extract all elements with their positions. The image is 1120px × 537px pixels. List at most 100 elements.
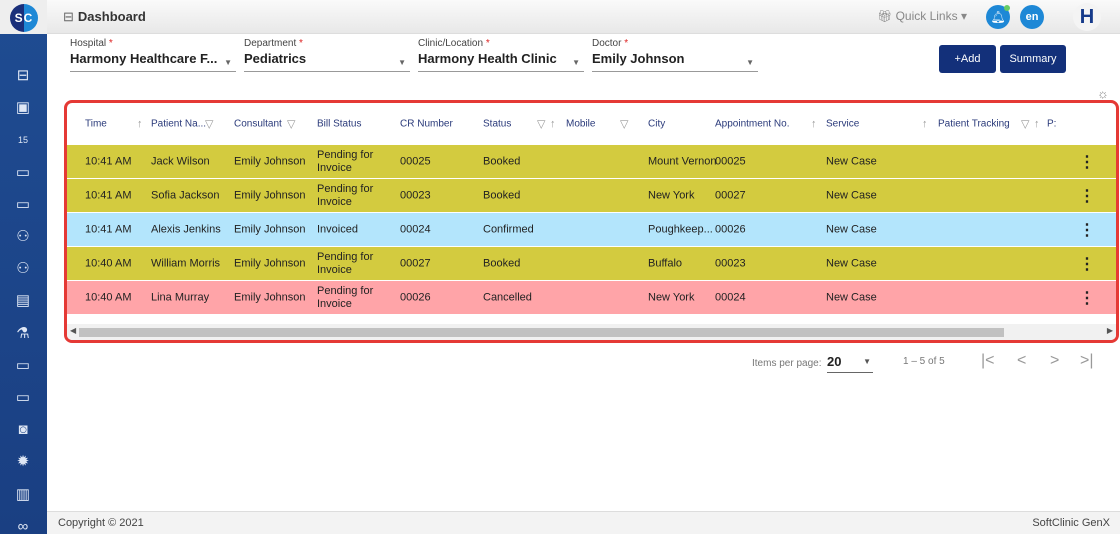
filter-icon[interactable]: ▽ (205, 118, 214, 131)
book-icon[interactable]: ▥ (15, 485, 31, 503)
calendar-icon[interactable]: 15 (17, 135, 28, 146)
clinic-select[interactable]: Clinic/Location * Harmony Health Clinic ▼ (418, 38, 584, 72)
dropdown-arrow-icon: ▼ (572, 58, 580, 67)
column-header[interactable]: Patient Na... (151, 118, 207, 130)
column-header[interactable]: Patient Tracking (938, 118, 1010, 130)
sort-arrow-icon[interactable]: ↑ (922, 118, 928, 130)
add-button[interactable]: +Add (939, 45, 996, 73)
dropdown-arrow-icon: ▼ (224, 58, 232, 67)
table-row[interactable]: 10:40 AM William Morris Emily Johnson Pendi… (67, 247, 1116, 281)
page-title: ⊟ Dashboard (63, 9, 146, 25)
sort-arrow-icon[interactable]: ↑ (550, 118, 556, 130)
sort-arrow-icon[interactable]: ↑ (137, 118, 143, 130)
page-size-select[interactable]: 20 ▼ (827, 354, 873, 373)
cell-appt: 00023 (715, 257, 746, 269)
column-settings-icon[interactable]: ☼ (1097, 86, 1109, 101)
column-header[interactable]: City (648, 118, 666, 130)
filter-icon[interactable]: ▽ (537, 118, 546, 131)
column-header[interactable]: Service (826, 118, 860, 130)
table-row[interactable]: 10:41 AM Jack Wilson Emily Johnson Pending … (67, 145, 1116, 179)
sort-arrow-icon[interactable]: ↑ (811, 118, 817, 130)
table-header: ↑ ▽ ▽ ▽ ↑ ▽ ↑ ↑ ▽ ↑ Time Patient Na... Con… (67, 103, 1116, 145)
dropdown-arrow-icon: ▼ (746, 58, 754, 67)
id-card-icon[interactable]: ▣ (15, 99, 31, 117)
summary-button[interactable]: Summary (1000, 45, 1066, 73)
users-icon[interactable]: ⚇ (16, 260, 30, 278)
cell-cr: 00023 (400, 189, 431, 201)
cell-cr: 00024 (400, 223, 431, 235)
cell-status: Booked (483, 257, 521, 269)
row-actions-icon[interactable]: ⋮ (1079, 187, 1095, 205)
dropdown-arrow-icon: ▼ (863, 357, 871, 366)
clipboard-icon[interactable]: ▤ (15, 292, 31, 310)
quick-links-menu[interactable]: 🎁︎ Quick Links ▾ (877, 9, 967, 23)
monitor-icon[interactable]: ▭ (15, 163, 31, 181)
row-actions-icon[interactable]: ⋮ (1079, 255, 1095, 273)
column-header[interactable]: P: (1047, 118, 1057, 130)
table-row[interactable]: 10:40 AM Lina Murray Emily Johnson Pending … (67, 281, 1116, 315)
scrollbar-thumb[interactable] (79, 328, 1004, 337)
cell-bill: Pending for Invoice (317, 148, 374, 174)
column-header[interactable]: Consultant (234, 118, 282, 130)
briefcase-icon[interactable]: ⊟ (16, 67, 30, 84)
items-per-page-label: Items per page: (752, 358, 822, 369)
row-actions-icon[interactable]: ⋮ (1079, 221, 1095, 239)
cell-patient: Sofia Jackson (151, 189, 220, 201)
first-page-button[interactable]: |< (981, 352, 995, 369)
hospital-value: Harmony Healthcare F... (70, 51, 218, 66)
table-row[interactable]: 10:41 AM Sofia Jackson Emily Johnson Pendin… (67, 179, 1116, 213)
users-icon[interactable]: ⚇ (16, 228, 30, 245)
brand-text: SoftClinic GenX (1032, 517, 1110, 529)
cell-bill: Invoiced (317, 223, 358, 235)
column-header[interactable]: Time (85, 118, 107, 130)
monitor-icon[interactable]: ▭ (15, 389, 31, 406)
glasses-icon[interactable]: ∞ (17, 517, 29, 535)
column-header[interactable]: Bill Status (317, 118, 362, 130)
cell-status: Booked (483, 155, 521, 167)
monitor-icon[interactable]: ▭ (15, 195, 31, 213)
department-select[interactable]: Department * Pediatrics ▼ (244, 38, 410, 72)
doctor-select[interactable]: Doctor * Emily Johnson ▼ (592, 38, 758, 72)
department-label: Department (244, 38, 297, 49)
cell-time: 10:41 AM (85, 189, 132, 201)
scroll-right-icon[interactable]: ▶ (1106, 326, 1113, 335)
cell-status: Confirmed (483, 223, 534, 235)
flask-icon[interactable]: ⚗ (16, 324, 30, 342)
last-page-button[interactable]: >| (1080, 352, 1094, 369)
gear-badge-icon[interactable]: ✹ (16, 453, 30, 471)
language-button[interactable]: en (1020, 5, 1044, 29)
column-header[interactable]: Mobile (566, 118, 596, 130)
scroll-left-icon[interactable]: ◀ (70, 326, 77, 335)
cell-appt: 00027 (715, 189, 746, 201)
clinic-label: Clinic/Location (418, 38, 484, 49)
app-logo[interactable]: SC (10, 4, 38, 32)
column-header[interactable]: CR Number (400, 118, 453, 130)
department-value: Pediatrics (244, 51, 307, 66)
notifications-button[interactable]: 🔔︎ (986, 5, 1010, 29)
page-range: 1 – 5 of 5 (903, 356, 945, 367)
hospital-label: Hospital (70, 38, 107, 49)
sort-arrow-icon[interactable]: ↑ (1034, 118, 1040, 130)
doctor-label: Doctor (592, 38, 622, 49)
monitor-icon[interactable]: ▭ (15, 356, 31, 374)
column-header[interactable]: Appointment No. (715, 118, 790, 130)
row-actions-icon[interactable]: ⋮ (1079, 153, 1095, 171)
column-header[interactable]: Status (483, 118, 512, 130)
next-page-button[interactable]: > (1050, 352, 1060, 369)
safe-icon[interactable]: ◙ (18, 421, 28, 439)
filter-icon[interactable]: ▽ (620, 118, 629, 131)
cell-consultant: Emily Johnson (234, 189, 306, 201)
row-actions-icon[interactable]: ⋮ (1079, 289, 1095, 307)
page-title-text: Dashboard (77, 9, 146, 24)
hospital-select[interactable]: Hospital * Harmony Healthcare F... ▼ (70, 38, 236, 72)
notification-dot (1004, 5, 1010, 11)
horizontal-scrollbar[interactable]: ◀ ▶ (67, 324, 1116, 340)
table-row[interactable]: 10:41 AM Alexis Jenkins Emily Johnson Invoi… (67, 213, 1116, 247)
cell-patient: William Morris (151, 257, 221, 269)
filter-icon[interactable]: ▽ (287, 118, 296, 131)
cell-consultant: Emily Johnson (234, 155, 306, 167)
filter-icon[interactable]: ▽ (1021, 118, 1030, 131)
cell-city: New York (648, 189, 695, 201)
user-avatar[interactable]: H (1073, 3, 1101, 31)
previous-page-button[interactable]: < (1017, 352, 1027, 369)
